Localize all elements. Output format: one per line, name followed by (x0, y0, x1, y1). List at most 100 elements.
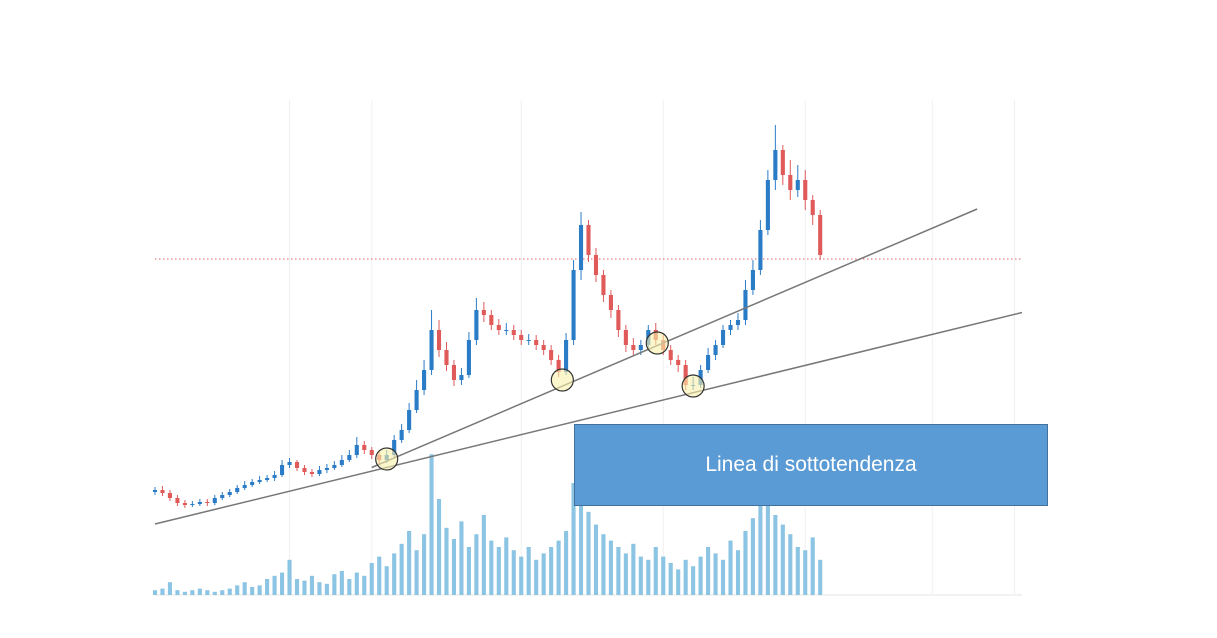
volume-bar (347, 579, 352, 595)
volume-bar (436, 499, 442, 595)
volume-bar (257, 585, 262, 595)
volume-bar (205, 590, 210, 595)
candle-body (287, 462, 292, 465)
candle-body (564, 340, 569, 372)
volume-bar (818, 559, 823, 595)
volume-bar (795, 547, 800, 595)
candle-body (549, 350, 554, 360)
candle-body (519, 335, 524, 340)
candle-body (369, 450, 374, 455)
candle-body (706, 355, 711, 370)
candle-body (197, 502, 202, 504)
candle-body (294, 462, 300, 468)
candle-body (616, 310, 621, 330)
candle-body (302, 468, 307, 472)
candle-body (668, 350, 673, 360)
trendline (371, 208, 978, 469)
candle-body (534, 340, 539, 345)
candle-body (414, 390, 419, 410)
candle-body (586, 225, 591, 255)
volume-bar (758, 495, 763, 595)
candle-body (309, 472, 315, 474)
volume-bar (765, 483, 770, 595)
candle-body (257, 480, 262, 482)
volume-bar (586, 511, 591, 595)
volume-bar (444, 527, 449, 595)
candle-body (182, 503, 187, 505)
candle-body (743, 290, 748, 320)
candle-body (481, 310, 486, 315)
volume-bar (653, 547, 658, 595)
candle-body (175, 498, 180, 503)
volume-bar (691, 566, 696, 595)
candle-body (466, 340, 471, 375)
volume-bar (803, 550, 808, 595)
volume-bar (429, 454, 434, 595)
volume-bar (750, 518, 755, 595)
volume-bar (504, 537, 509, 595)
candle-body (720, 330, 726, 345)
volume-bar (287, 559, 292, 595)
candle-body (339, 460, 344, 465)
volume-bar (511, 550, 516, 595)
candle-body (362, 445, 367, 450)
volume-bar (720, 559, 726, 595)
volume-bar (459, 521, 464, 595)
volume-bar (526, 547, 531, 595)
candle-body (347, 455, 352, 460)
candle-body (810, 200, 815, 215)
candle-body (504, 330, 509, 331)
volume-bar (332, 574, 337, 595)
volume-bar (668, 563, 673, 595)
candle-body (212, 498, 217, 503)
volume-bar (676, 569, 681, 595)
volume-bar (160, 588, 165, 595)
candle-body (160, 490, 165, 493)
volume-bar (549, 547, 554, 595)
candle-body (818, 215, 823, 255)
candle-body (190, 504, 195, 505)
volume-bar (265, 579, 270, 595)
candle-body (803, 180, 808, 200)
candle-body (280, 465, 285, 475)
volume-bar (489, 540, 494, 595)
touch-point (681, 374, 705, 398)
volume-bar (735, 550, 741, 595)
candle-body (332, 465, 337, 468)
volume-bar (481, 515, 486, 595)
candle-body (780, 150, 785, 175)
volume-bar (788, 534, 793, 595)
candle-body (489, 315, 494, 325)
volume-bar (646, 559, 651, 595)
volume-bar (407, 531, 412, 595)
candle-body (227, 492, 232, 495)
volume-bar (631, 543, 636, 595)
candle-body (422, 370, 427, 390)
candle-body (638, 345, 643, 350)
volume-bar (683, 559, 688, 595)
candle-body (631, 345, 636, 350)
volume-bar (235, 585, 240, 595)
volume-bar (324, 583, 329, 595)
trendline (154, 311, 1023, 525)
volume-bar (810, 537, 815, 595)
candle-body (235, 488, 240, 492)
touch-point (645, 331, 669, 355)
volume-bar (369, 563, 374, 595)
volume-bar (564, 531, 569, 595)
volume-bar (773, 515, 778, 595)
candle-body (713, 345, 718, 355)
candle-body (608, 295, 613, 310)
volume-bar (616, 547, 621, 595)
volume-bar (317, 582, 322, 595)
volume-bar (250, 587, 255, 595)
candle-body (459, 375, 464, 380)
candle-body (735, 320, 741, 325)
volume-bar (227, 588, 232, 595)
candle-body (556, 360, 561, 372)
volume-bar (743, 531, 748, 595)
volume-bar (638, 556, 643, 595)
candle-body (496, 325, 501, 330)
candle-body (399, 430, 404, 440)
